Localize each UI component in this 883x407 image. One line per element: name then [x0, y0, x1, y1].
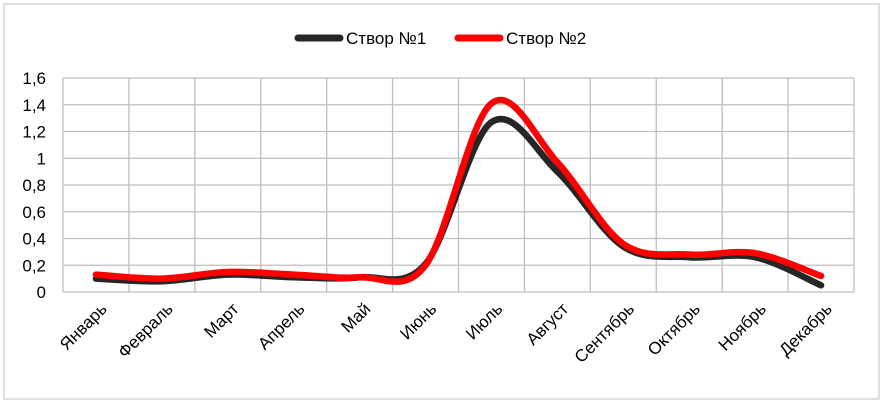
legend-label-series-2: Створ №2: [506, 29, 586, 48]
legend: Створ №1 Створ №2: [294, 29, 586, 48]
y-tick-label: 0: [37, 283, 46, 302]
series-line-2: [92, 97, 825, 285]
y-axis-ticks: 0 0,2 0,4 0,6 0,8 1 1,2 1,4 1,6: [22, 69, 46, 302]
y-tick-label: 1,6: [22, 69, 46, 88]
y-tick-label: 1: [37, 149, 46, 168]
y-tick-label: 0,6: [22, 203, 46, 222]
y-tick-label: 0,8: [22, 176, 46, 195]
y-tick-label: 1,2: [22, 123, 46, 142]
y-tick-label: 0,4: [22, 230, 46, 249]
legend-label-series-1: Створ №1: [346, 29, 426, 48]
series-lines: [92, 97, 825, 289]
y-tick-label: 0,2: [22, 256, 46, 275]
y-tick-label: 1,4: [22, 96, 46, 115]
gridlines: [62, 77, 855, 293]
chart-border: [3, 3, 880, 400]
